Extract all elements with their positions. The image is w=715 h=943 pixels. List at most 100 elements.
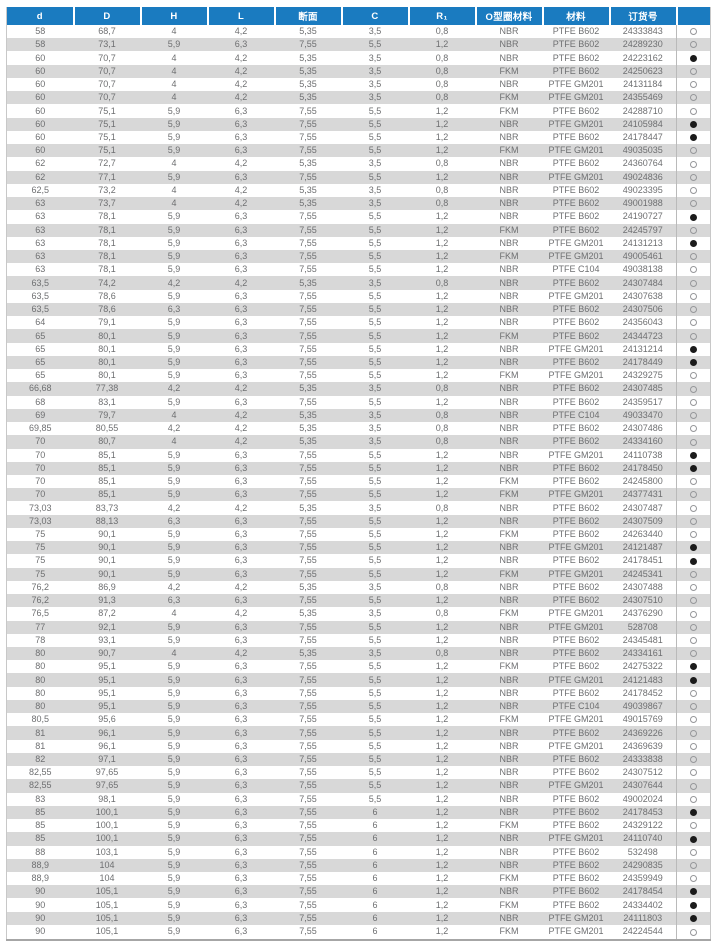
H-cell: 4 bbox=[171, 26, 177, 37]
table-row: 58 73,1 5,9 6,3 7,55 5,5 1,2 NBR PTFE B602 242892… bbox=[6, 38, 711, 52]
D-cell: 80,1 bbox=[98, 330, 116, 341]
availability-cell bbox=[676, 699, 711, 714]
L-cell: 6,3 bbox=[234, 833, 248, 844]
section-cell: 7,55 bbox=[299, 462, 317, 473]
section-cell: 7,55 bbox=[299, 396, 317, 407]
availability-cell bbox=[676, 858, 711, 872]
R1-cell: 1,2 bbox=[435, 873, 449, 884]
material-cell: PTFE GM201 bbox=[548, 290, 604, 301]
order-number-cell: 24307487 bbox=[622, 502, 663, 513]
R1-cell: 1,2 bbox=[435, 846, 449, 857]
order-number-cell: 49002024 bbox=[622, 793, 663, 804]
D-cell: 97,65 bbox=[95, 780, 119, 791]
material-cell: PTFE B602 bbox=[552, 396, 600, 407]
filled-circle-icon bbox=[690, 901, 697, 909]
availability-cell bbox=[676, 805, 711, 820]
C-cell: 5,5 bbox=[368, 529, 382, 540]
material-cell: PTFE GM201 bbox=[548, 674, 604, 685]
H-cell: 4 bbox=[171, 198, 177, 209]
H-cell: 5,9 bbox=[167, 701, 181, 712]
C-cell: 5,5 bbox=[368, 356, 382, 367]
oring-material-cell: NBR bbox=[499, 502, 519, 513]
oring-material-cell: FKM bbox=[499, 251, 519, 262]
section-cell: 7,55 bbox=[299, 145, 317, 156]
oring-material-cell: NBR bbox=[499, 621, 519, 632]
D-cell: 73,7 bbox=[98, 198, 116, 209]
material-cell: PTFE GM201 bbox=[548, 833, 604, 844]
C-cell: 5,5 bbox=[368, 396, 382, 407]
C-cell: 5,5 bbox=[368, 343, 382, 354]
order-number-cell: 24178449 bbox=[622, 356, 663, 367]
oring-material-cell: NBR bbox=[499, 356, 519, 367]
table-row: 88,9 104 5,9 6,3 7,55 6 1,2 NBR PTFE B602 2429083… bbox=[6, 858, 711, 872]
section-cell: 7,55 bbox=[299, 105, 317, 116]
availability-cell bbox=[676, 924, 711, 940]
material-cell: PTFE C104 bbox=[552, 701, 600, 712]
section-cell: 7,55 bbox=[299, 317, 317, 328]
R1-cell: 1,2 bbox=[435, 621, 449, 632]
d-cell: 90 bbox=[35, 899, 46, 910]
section-cell: 5,35 bbox=[299, 423, 317, 434]
table-row: 88 103,1 5,9 6,3 7,55 6 1,2 NBR PTFE B602 532498 bbox=[6, 845, 711, 859]
D-cell: 85,1 bbox=[98, 476, 116, 487]
hollow-circle-icon bbox=[690, 875, 697, 883]
section-cell: 7,55 bbox=[299, 806, 317, 817]
D-cell: 95,1 bbox=[98, 687, 116, 698]
table-row: 63 78,1 5,9 6,3 7,55 5,5 1,2 FKM PTFE GM201 49005… bbox=[6, 249, 711, 264]
table-row: 90 105,1 5,9 6,3 7,55 6 1,2 NBR PTFE B602 2417845… bbox=[6, 885, 711, 899]
R1-cell: 0,8 bbox=[435, 581, 449, 592]
d-cell: 60 bbox=[35, 92, 46, 103]
table-row: 73,03 83,73 4,2 4,2 5,35 3,5 0,8 NBR PTFE B602 24… bbox=[6, 501, 711, 515]
order-number-cell: 24178451 bbox=[622, 555, 663, 566]
material-cell: PTFE GM201 bbox=[548, 542, 604, 553]
availability-cell bbox=[676, 752, 711, 767]
availability-cell bbox=[676, 779, 711, 793]
section-cell: 7,55 bbox=[299, 330, 317, 341]
d-cell: 63 bbox=[35, 211, 46, 222]
table-row: 63,5 74,2 4,2 4,2 5,35 3,5 0,8 NBR PTFE B602 2430… bbox=[6, 276, 711, 290]
C-cell: 3,5 bbox=[368, 52, 382, 63]
order-number-cell: 24345481 bbox=[622, 634, 663, 645]
oring-material-cell: FKM bbox=[499, 489, 519, 500]
hollow-circle-icon bbox=[690, 689, 697, 697]
R1-cell: 0,8 bbox=[435, 608, 449, 619]
column-header-d: d bbox=[6, 7, 74, 25]
hollow-circle-icon bbox=[690, 822, 697, 830]
section-cell: 7,55 bbox=[299, 449, 317, 460]
order-number-cell: 24121483 bbox=[622, 674, 663, 685]
oring-material-cell: NBR bbox=[499, 343, 519, 354]
L-cell: 6,3 bbox=[234, 370, 248, 381]
material-cell: PTFE B602 bbox=[552, 886, 600, 897]
oring-material-cell: NBR bbox=[499, 436, 519, 447]
table-row: 82,55 97,65 5,9 6,3 7,55 5,5 1,2 NBR PTFE GM201 2… bbox=[6, 779, 711, 793]
seal-dimension-table: d D H L 断面 C R₁ O型圈材料 材料 订货号 58 68,7 4 4,2 5,35 3,5 0,8… bbox=[6, 7, 711, 941]
D-cell: 100,1 bbox=[95, 833, 119, 844]
hollow-circle-icon bbox=[690, 729, 697, 737]
D-cell: 97,65 bbox=[95, 767, 119, 778]
L-cell: 4,2 bbox=[234, 79, 248, 90]
availability-cell bbox=[676, 395, 711, 409]
availability-cell bbox=[676, 713, 711, 727]
C-cell: 6 bbox=[372, 899, 378, 910]
oring-material-cell: FKM bbox=[499, 476, 519, 487]
section-cell: 7,55 bbox=[299, 251, 317, 262]
L-cell: 6,3 bbox=[234, 39, 248, 50]
material-cell: PTFE B602 bbox=[552, 899, 600, 910]
C-cell: 6 bbox=[372, 912, 378, 923]
C-cell: 5,5 bbox=[368, 304, 382, 315]
C-cell: 5,5 bbox=[368, 793, 382, 804]
material-cell: PTFE B602 bbox=[552, 198, 600, 209]
H-cell: 5,9 bbox=[167, 820, 181, 831]
L-cell: 6,3 bbox=[234, 224, 248, 235]
availability-cell bbox=[676, 792, 711, 806]
column-header-availability bbox=[675, 7, 711, 25]
order-number-cell: 24329122 bbox=[622, 820, 663, 831]
C-cell: 5,5 bbox=[368, 476, 382, 487]
C-cell: 3,5 bbox=[368, 198, 382, 209]
section-cell: 7,55 bbox=[299, 754, 317, 764]
section-cell: 7,55 bbox=[299, 740, 317, 751]
table-row: 64 79,1 5,9 6,3 7,55 5,5 1,2 NBR PTFE B602 243560… bbox=[6, 316, 711, 330]
H-cell: 5,9 bbox=[167, 317, 181, 328]
H-cell: 5,9 bbox=[167, 727, 181, 738]
material-cell: PTFE GM201 bbox=[548, 740, 604, 751]
